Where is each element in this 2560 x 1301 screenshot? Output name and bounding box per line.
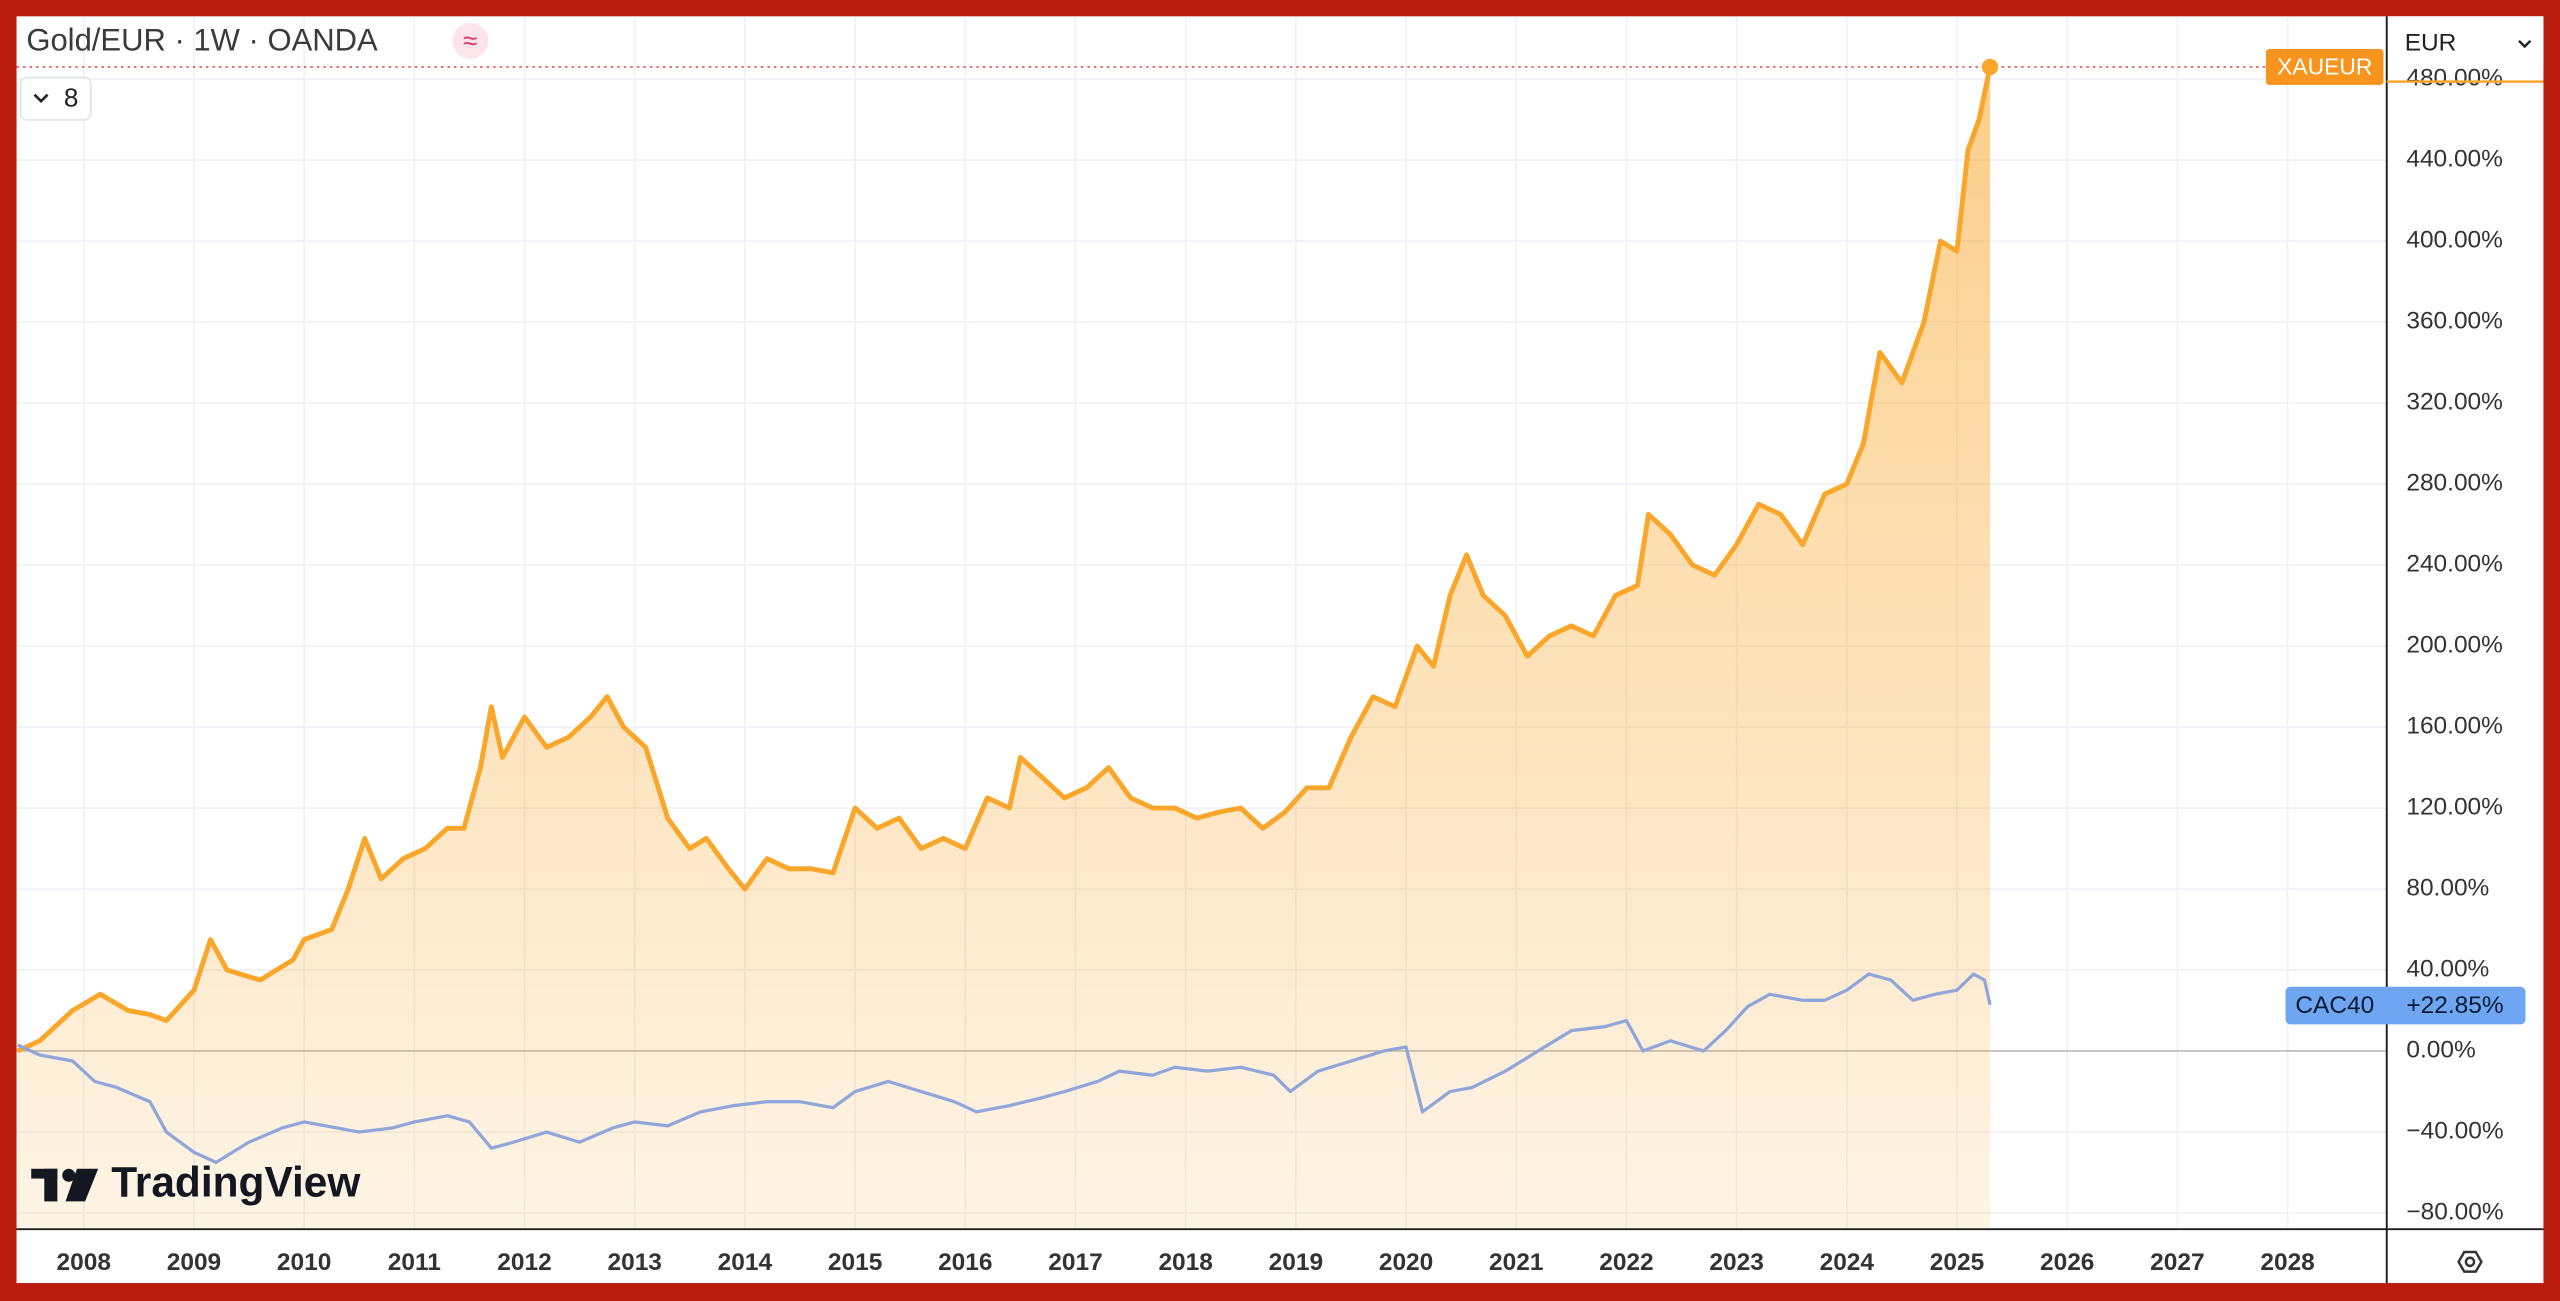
x-tick-label: 2013 xyxy=(607,1249,661,1276)
x-tick-label: 2017 xyxy=(1048,1249,1102,1276)
y-tick-label: 440.00% xyxy=(2406,146,2503,173)
x-tick-label: 2014 xyxy=(718,1249,773,1276)
plot xyxy=(16,58,2387,1230)
x-tick-label: 2021 xyxy=(1489,1249,1543,1276)
x-tick-label: 2016 xyxy=(938,1249,992,1276)
status-icon-glyph: ≈ xyxy=(463,25,477,55)
settings-icon xyxy=(2457,1250,2483,1273)
x-tick-label: 2010 xyxy=(277,1249,331,1276)
y-tick-label: 40.00% xyxy=(2406,955,2489,982)
series-name: XAUEUR xyxy=(2277,54,2372,80)
line xyxy=(17,972,1992,1165)
x-tick-label: 2025 xyxy=(1930,1249,1984,1276)
series-name: CAC40 xyxy=(2295,992,2374,1019)
x-tick-label: 2027 xyxy=(2150,1249,2204,1276)
y-tick-label: 80.00% xyxy=(2406,874,2489,901)
x-tick-label: 2022 xyxy=(1599,1249,1653,1276)
y-tick-label: −40.00% xyxy=(2406,1117,2503,1144)
settings-button[interactable] xyxy=(2457,1250,2483,1273)
series-tag xyxy=(2285,986,2526,1025)
last-point xyxy=(1981,58,1999,76)
x-tick-label: 2019 xyxy=(1269,1249,1323,1276)
y-tick-label: 280.00% xyxy=(2406,470,2503,497)
settings-icon xyxy=(2464,1256,2476,1268)
currency-label: EUR xyxy=(2405,30,2457,57)
indicators-toggle[interactable] xyxy=(19,76,92,121)
logo-shape xyxy=(65,1168,99,1202)
x-tick-label: 2011 xyxy=(388,1249,441,1276)
axes: 2008 2009 2010 2011 2012 2013 2014 2015 2016 2017… xyxy=(57,65,2504,1276)
brand-name: TradingView xyxy=(111,1158,361,1205)
x-tick-label: 2024 xyxy=(1820,1249,1875,1276)
indicator-count: 8 xyxy=(64,82,79,112)
logo xyxy=(31,1168,99,1202)
area xyxy=(17,66,1991,1230)
x-tick-label: 2018 xyxy=(1158,1249,1212,1276)
y-tick-label: 320.00% xyxy=(2406,389,2503,416)
y-tick-label: 160.00% xyxy=(2406,712,2503,739)
x-tick-label: 2009 xyxy=(167,1249,221,1276)
x-tick-label: 2015 xyxy=(828,1249,882,1276)
y-tick-label: 120.00% xyxy=(2406,793,2503,820)
y-tick-label: 240.00% xyxy=(2406,551,2503,578)
chart-title: Gold/EUR · 1W · OANDA xyxy=(26,23,378,58)
y-tick-label: 400.00% xyxy=(2406,227,2503,254)
chevron xyxy=(2518,39,2532,49)
currency-select[interactable] xyxy=(2388,16,2544,69)
x-tick-label: 2008 xyxy=(57,1249,111,1276)
logo-shape xyxy=(44,1168,58,1202)
series-tag xyxy=(2265,48,2384,85)
y-tick-label: 360.00% xyxy=(2406,308,2503,335)
chevron xyxy=(33,93,49,104)
y-tick-label: 0.00% xyxy=(2406,1036,2475,1063)
x-tick-label: 2026 xyxy=(2040,1249,2094,1276)
x-tick-label: 2028 xyxy=(2260,1249,2314,1276)
x-tick-label: 2020 xyxy=(1379,1249,1433,1276)
y-tick-label: 200.00% xyxy=(2406,632,2503,659)
last-value-label: +22.85% xyxy=(2406,992,2503,1019)
status-icon[interactable] xyxy=(452,22,489,59)
y-tick-label: −80.00% xyxy=(2406,1198,2503,1225)
logo-shape xyxy=(62,1168,76,1182)
labels: XAUEUR CAC40 +22.85% xyxy=(2265,48,2544,1025)
x-tick-label: 2012 xyxy=(497,1249,551,1276)
y-tick-label: 480.00% xyxy=(2406,65,2503,92)
line xyxy=(16,66,1993,1054)
x-tick-label: 2023 xyxy=(1709,1249,1763,1276)
